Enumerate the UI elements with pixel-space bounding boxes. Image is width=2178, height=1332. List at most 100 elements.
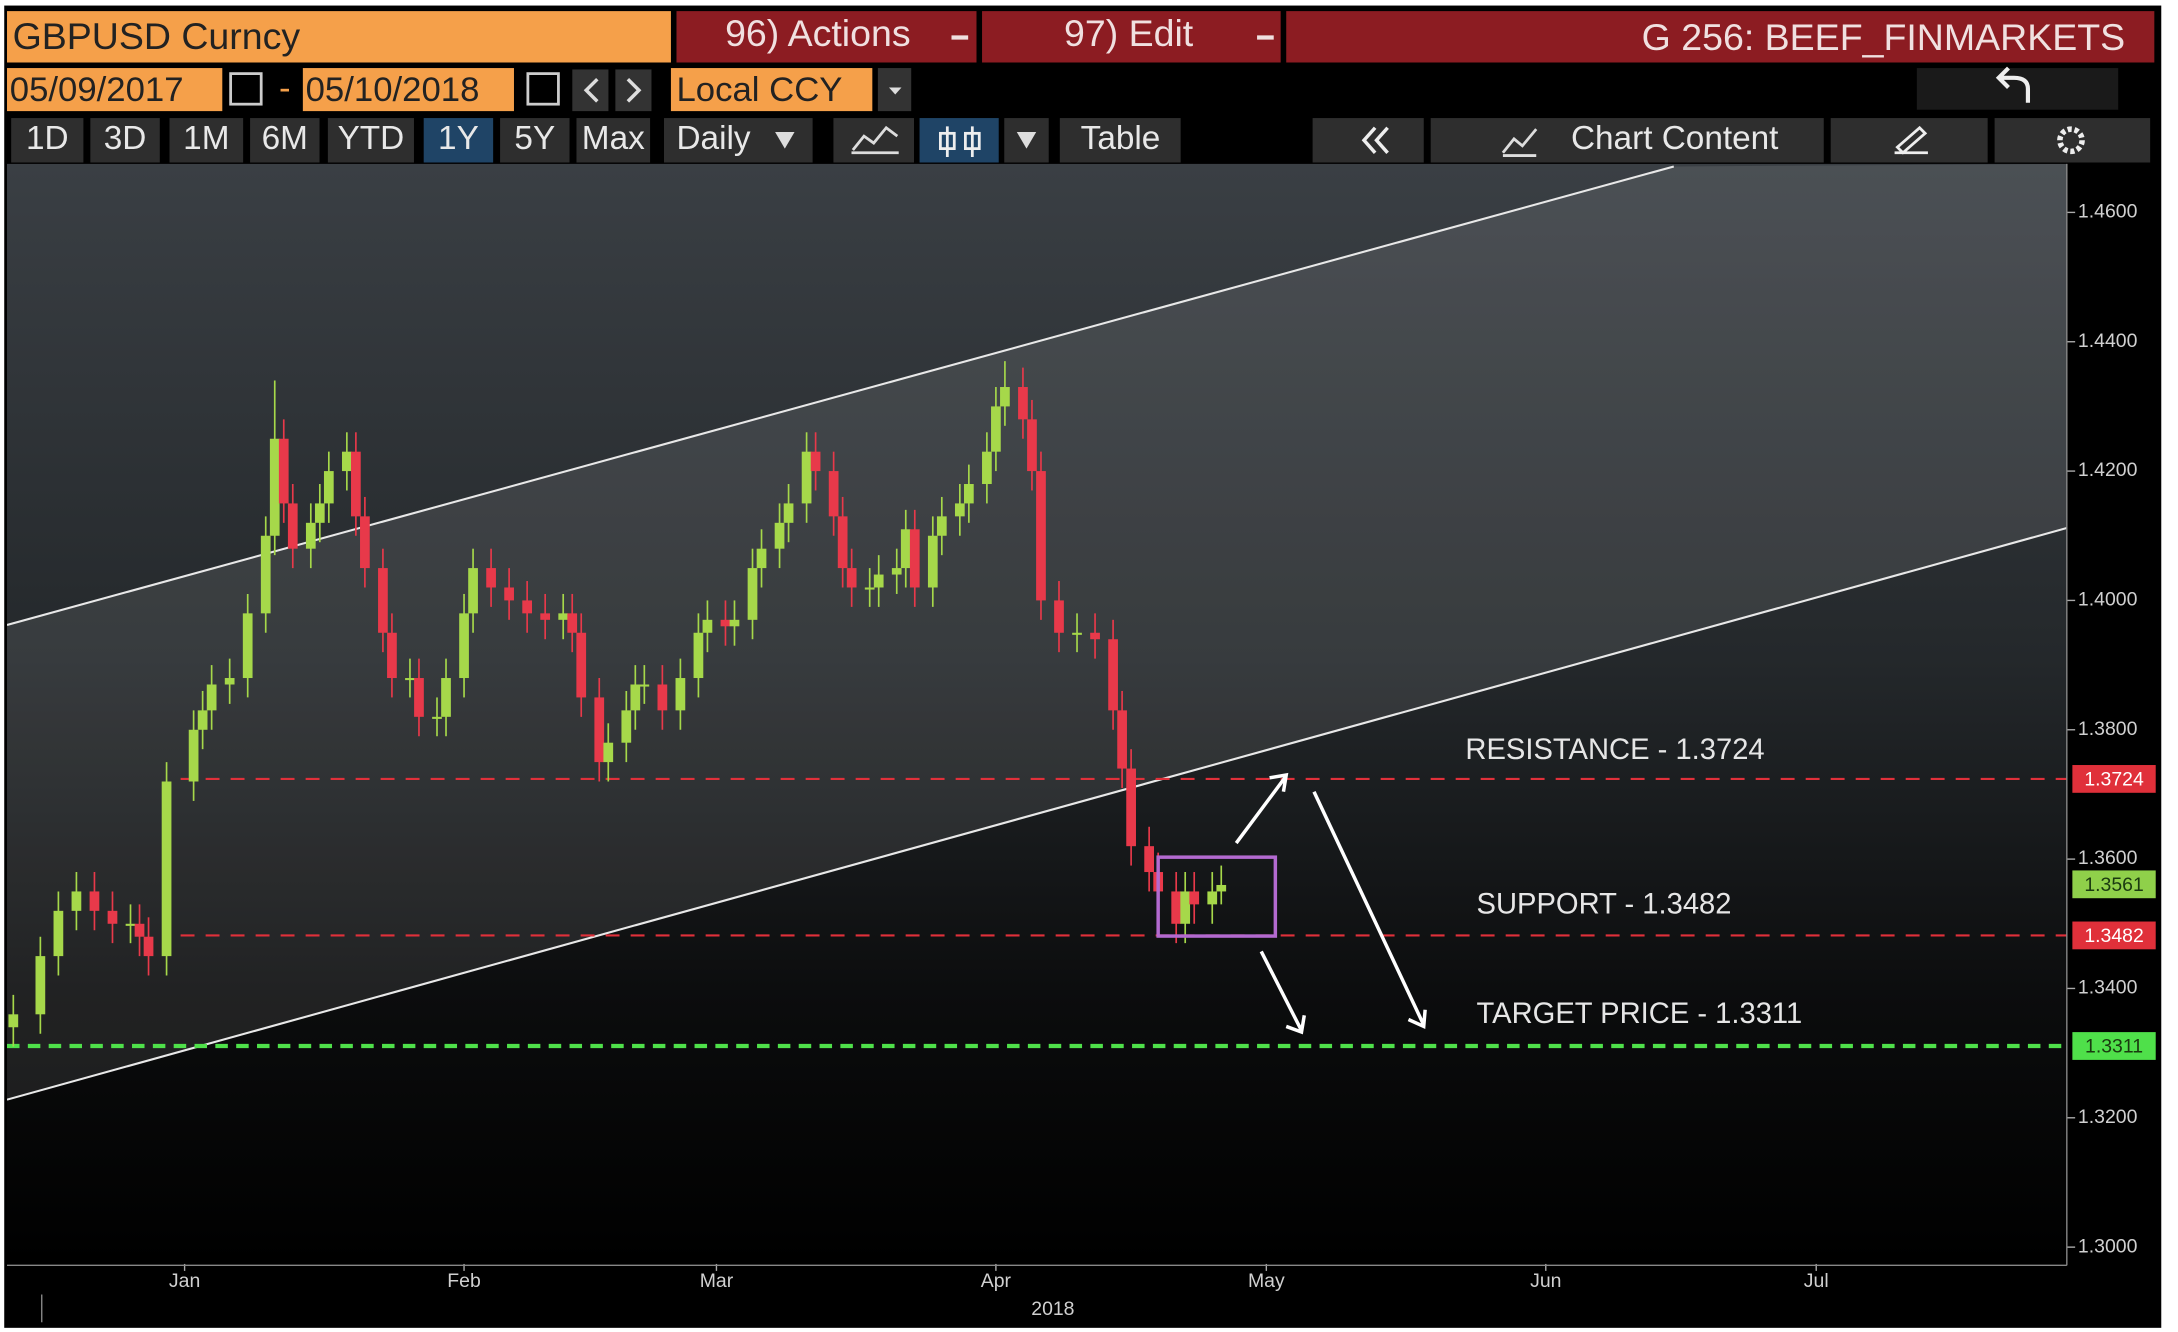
arrow-down <box>1259 950 1306 1035</box>
candle-body <box>873 574 884 588</box>
calendar-icon[interactable] <box>526 72 560 106</box>
candle-body <box>837 516 848 569</box>
candle-body <box>1144 846 1155 873</box>
next-button[interactable] <box>615 69 652 112</box>
candle-body <box>432 716 442 719</box>
range-button[interactable] <box>423 118 494 163</box>
x-tick-label: Mar <box>700 1270 734 1292</box>
candle-body <box>783 503 794 523</box>
channel-line <box>7 165 1675 627</box>
range-button[interactable] <box>576 118 651 163</box>
price-tag-label: 1.3482 <box>2084 925 2143 947</box>
candle-body <box>1108 639 1118 711</box>
annotate-button[interactable] <box>1830 118 1988 163</box>
candle-body <box>107 910 118 924</box>
candle-body <box>891 568 902 575</box>
candle-body <box>1207 891 1218 905</box>
range-button[interactable] <box>500 118 570 163</box>
candle-body <box>900 529 911 569</box>
start-date-box[interactable] <box>7 68 223 112</box>
price-tag-label: 1.3561 <box>2084 874 2143 896</box>
range-button[interactable] <box>90 118 160 163</box>
candle-body <box>657 684 668 711</box>
range-button[interactable] <box>327 118 414 163</box>
candle-body <box>1054 600 1064 633</box>
dropdown-icon <box>1016 131 1037 149</box>
candle-body <box>846 568 857 588</box>
candle-body <box>828 471 839 517</box>
undo-icon <box>1995 66 2031 103</box>
actions-menu[interactable] <box>676 11 977 63</box>
candle-body <box>89 891 100 911</box>
settings-button[interactable] <box>1994 118 2151 163</box>
candle-body <box>603 742 614 763</box>
candle-body <box>522 600 533 614</box>
candle-body <box>260 535 271 614</box>
line-chart-button[interactable] <box>833 118 914 163</box>
y-tick-label: 1.3800 <box>2078 718 2138 740</box>
y-tick-label: 1.4200 <box>2078 459 2138 481</box>
x-tick-label: Jan <box>169 1270 200 1292</box>
candle-body <box>314 503 325 523</box>
currency-box[interactable] <box>670 68 873 112</box>
price-tag <box>2072 765 2156 793</box>
price-tag-label: 1.3311 <box>2085 1036 2143 1058</box>
range-button[interactable] <box>11 118 84 163</box>
range-buttons: 1D 3D 1M 6M YTD 1Y 5Y Max <box>11 118 651 163</box>
candle-body <box>269 438 280 536</box>
x-tick-label: Jul <box>1804 1270 1829 1292</box>
range-button[interactable] <box>250 118 320 163</box>
plot-background <box>7 163 2067 1264</box>
candle-body <box>1117 710 1127 769</box>
candle-body <box>134 923 145 937</box>
range-label: 6M <box>262 120 308 157</box>
dropdown-icon <box>888 87 902 95</box>
candle-body <box>441 678 451 717</box>
channel-line <box>7 526 2067 1101</box>
candle-body <box>774 522 785 549</box>
candle-body <box>1090 632 1100 640</box>
annotate-icon <box>1894 125 1928 155</box>
end-date-box[interactable] <box>302 68 514 112</box>
undo-button[interactable] <box>1916 68 2119 110</box>
end-date: 05/10/2018 <box>306 71 480 109</box>
range-button[interactable] <box>169 118 244 163</box>
table-button[interactable] <box>1059 118 1181 163</box>
security-box[interactable] <box>7 11 671 63</box>
chart-content-icon <box>1501 128 1538 157</box>
candle-body <box>206 684 217 711</box>
x-tick-label: Apr <box>981 1270 1012 1292</box>
candle-body <box>161 781 172 957</box>
chart-content-button[interactable] <box>1430 118 1824 163</box>
period: Daily <box>676 120 750 157</box>
y-tick-label: 1.3000 <box>2078 1235 2138 1257</box>
range-label: 1D <box>26 120 69 157</box>
candle-body <box>639 684 650 687</box>
candle-body <box>756 548 767 569</box>
level-annotation: TARGET PRICE - 1.3311 <box>1477 998 1803 1030</box>
candle-body <box>810 451 821 472</box>
level-annotation: SUPPORT - 1.3482 <box>1477 888 1732 920</box>
calendar-icon[interactable] <box>229 72 263 106</box>
candle-body <box>576 632 587 698</box>
candle-body <box>1018 387 1028 420</box>
candle-body <box>991 406 1001 452</box>
plot <box>7 163 2067 1101</box>
level-annotation: RESISTANCE - 1.3724 <box>1465 734 1764 766</box>
overlay: RESISTANCE - 1.3724 1.3724 SUPPORT - 1.348… <box>169 201 2156 1292</box>
candle-icon <box>963 131 981 151</box>
candle-body <box>567 613 578 633</box>
prev-button[interactable] <box>572 69 609 112</box>
candle-body <box>224 678 235 685</box>
arrow-target <box>1312 790 1427 1030</box>
candle-chart-button[interactable] <box>919 118 999 163</box>
candle-body <box>387 632 397 679</box>
range-label: 1M <box>183 120 229 157</box>
edit-menu[interactable] <box>982 11 1281 63</box>
candle-body <box>486 568 496 588</box>
candle-body <box>864 587 875 590</box>
collapse-button[interactable] <box>1312 118 1424 163</box>
y-tick-label: 1.4000 <box>2078 589 2138 611</box>
candle-body <box>621 710 632 743</box>
